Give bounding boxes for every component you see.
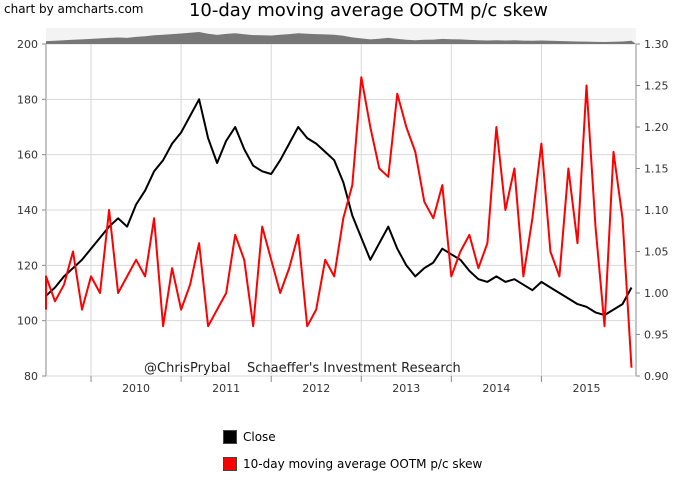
right-axis-tick-label: 0.90 bbox=[644, 370, 669, 383]
legend: Close 10-day moving average OOTM p/c ske… bbox=[223, 428, 482, 482]
left-axis-tick-label: 140 bbox=[17, 204, 38, 217]
right-axis-tick-label: 1.05 bbox=[644, 246, 669, 259]
left-axis-tick-label: 160 bbox=[17, 149, 38, 162]
watermark-author: @ChrisPrybal bbox=[144, 361, 231, 376]
right-axis-tick-label: 1.30 bbox=[644, 38, 669, 51]
right-axis-tick-label: 0.95 bbox=[644, 329, 669, 342]
legend-item-skew[interactable]: 10-day moving average OOTM p/c skew bbox=[223, 455, 482, 473]
x-axis-tick-label: 2011 bbox=[212, 382, 240, 395]
legend-item-close[interactable]: Close bbox=[223, 428, 482, 446]
watermark-company: Schaeffer's Investment Research bbox=[247, 361, 461, 376]
legend-label: Close bbox=[243, 430, 276, 444]
right-axis-tick-label: 1.10 bbox=[644, 204, 669, 217]
left-axis-tick-label: 100 bbox=[17, 315, 38, 328]
right-axis-tick-label: 1.20 bbox=[644, 121, 669, 134]
left-axis-tick-label: 180 bbox=[17, 93, 38, 106]
x-axis-tick-label: 2010 bbox=[122, 382, 150, 395]
series-line-skew bbox=[45, 76, 633, 368]
series-line-close bbox=[45, 98, 633, 317]
chart-title: 10-day moving average OOTM p/c skew bbox=[188, 0, 549, 21]
chart: 80 100 120 140 160 180 200 0.90 0.95 1.00 1.05 1.10… bbox=[17, 28, 669, 395]
chart-credit[interactable]: chart by amcharts.com bbox=[4, 2, 144, 16]
legend-swatch-skew bbox=[223, 457, 237, 471]
x-axis-tick-label: 2015 bbox=[572, 382, 600, 395]
x-axis-tick-label: 2014 bbox=[482, 382, 510, 395]
left-axis-tick-label: 120 bbox=[17, 259, 38, 272]
left-axis-tick-label: 200 bbox=[17, 38, 38, 51]
right-axis-tick-label: 1.15 bbox=[644, 163, 669, 176]
legend-label: 10-day moving average OOTM p/c skew bbox=[243, 457, 483, 471]
x-axis-tick-label: 2013 bbox=[392, 382, 420, 395]
legend-swatch-close bbox=[223, 430, 237, 444]
x-axis-tick-label: 2012 bbox=[302, 382, 330, 395]
right-axis-tick-label: 1.00 bbox=[644, 287, 669, 300]
right-axis-tick-label: 1.25 bbox=[644, 80, 669, 93]
left-axis-tick-label: 80 bbox=[24, 370, 38, 383]
navigator-silhouette bbox=[46, 32, 636, 44]
